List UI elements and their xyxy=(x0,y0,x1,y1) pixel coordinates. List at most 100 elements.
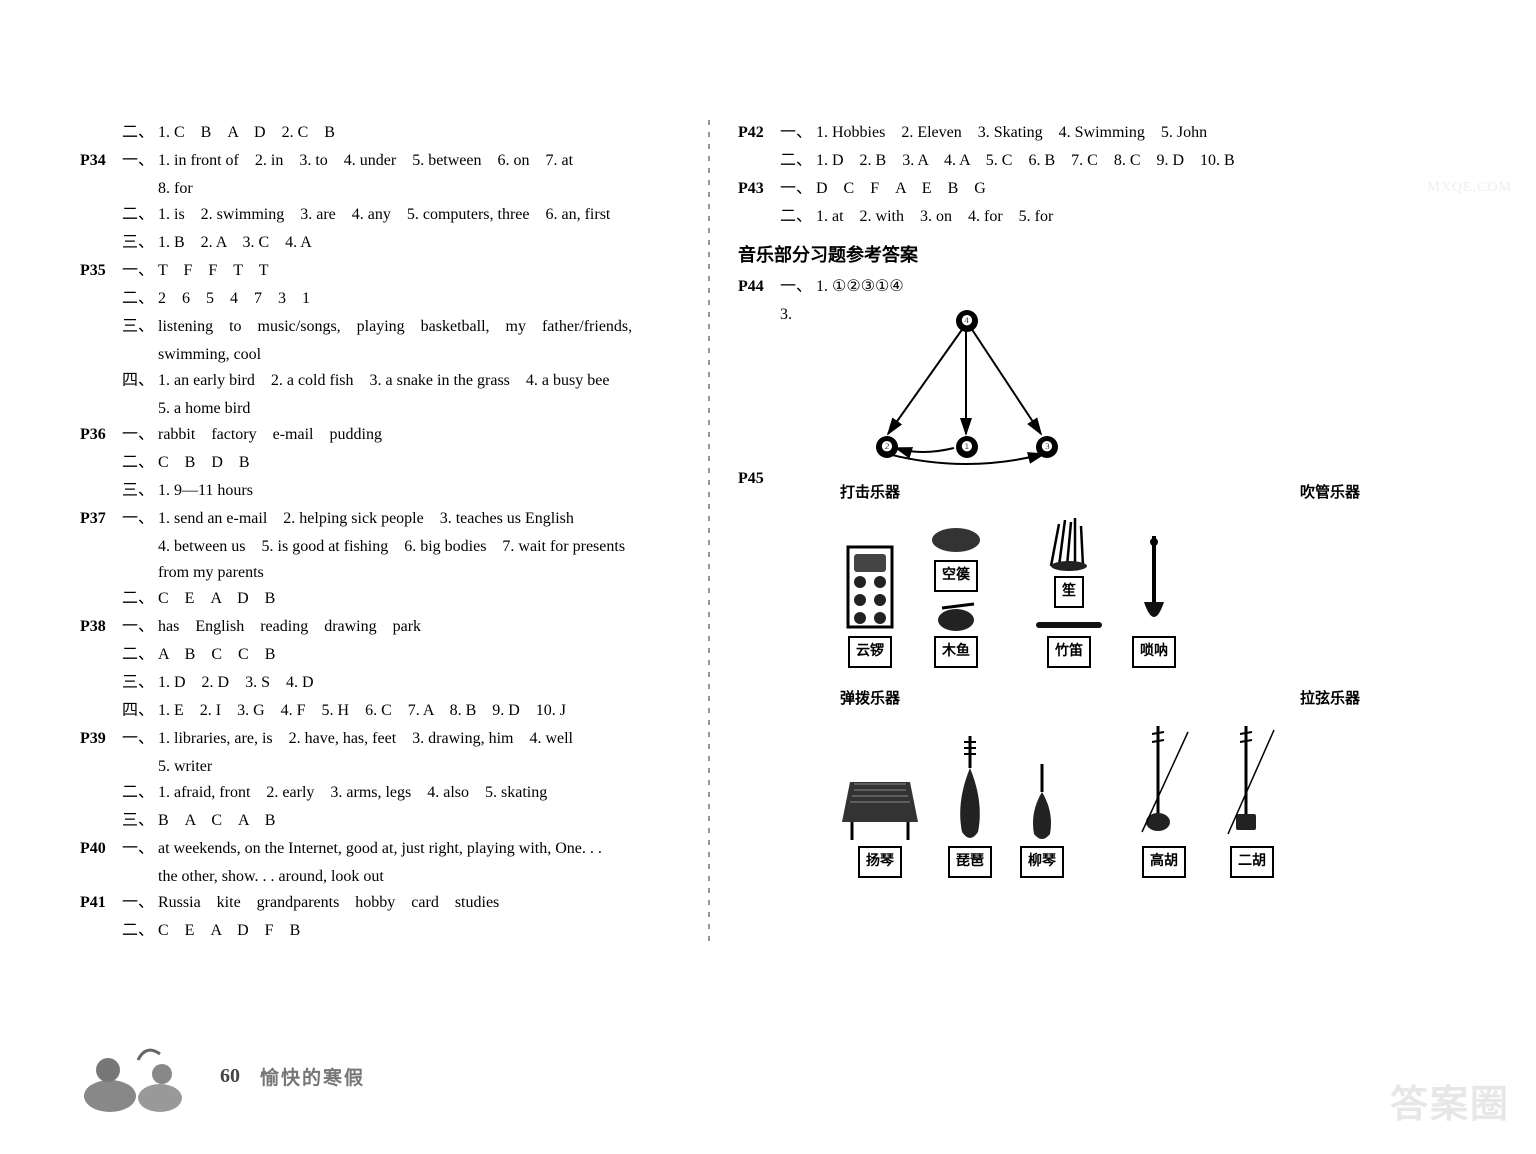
label-erhu: 二胡 xyxy=(1230,846,1274,878)
ans-line: 1. an early bird 2. a cold fish 3. a sna… xyxy=(158,368,680,394)
sect: 一、 xyxy=(780,274,816,300)
right-column: P42一、1. Hobbies 2. Eleven 3. Skating 4. … xyxy=(738,120,1478,946)
zhudi-icon xyxy=(1034,618,1104,632)
sect: 三、 xyxy=(122,314,158,340)
page-ref: P43 xyxy=(738,176,780,202)
yunluo-icon xyxy=(840,542,900,632)
yangqin-icon xyxy=(840,752,920,842)
sheng-icon xyxy=(1041,516,1097,572)
sect: 一、 xyxy=(122,148,158,174)
ans-line: listening to music/songs, playing basket… xyxy=(158,314,680,340)
page-number: 60 xyxy=(220,1065,240,1088)
ans-line: 1. afraid, front 2. early 3. arms, legs … xyxy=(158,780,680,806)
ans-line: 1. in front of 2. in 3. to 4. under 5. b… xyxy=(158,148,680,174)
sect: 四、 xyxy=(122,368,158,394)
sect: 三、 xyxy=(122,478,158,504)
label-gaohu: 高胡 xyxy=(1142,846,1186,878)
page-ref: P44 xyxy=(738,274,780,300)
q3-marker: 3. xyxy=(780,306,792,323)
ans-cont: 5. a home bird xyxy=(158,400,250,417)
column-divider xyxy=(708,120,710,946)
pipa-icon xyxy=(952,732,988,842)
label-yunluo: 云锣 xyxy=(848,636,892,668)
sect: 一、 xyxy=(122,422,158,448)
muyu-icon xyxy=(934,602,978,632)
ans-cont: from my parents xyxy=(158,564,264,581)
music-heading: 音乐部分习题参考答案 xyxy=(738,242,1478,268)
ans-cont: 8. for xyxy=(158,180,193,197)
sect: 二、 xyxy=(780,148,816,174)
footer-title: 愉快的寒假 xyxy=(260,1063,365,1090)
ans-line: 1. send an e-mail 2. helping sick people… xyxy=(158,506,680,532)
ans-line: 1. ①②③①④ xyxy=(816,274,1478,300)
label-yangqin: 扬琴 xyxy=(858,846,902,878)
cat-bowed: 拉弦乐器 xyxy=(1300,686,1360,712)
ans-line: C B D B xyxy=(158,450,680,476)
page-ref: P36 xyxy=(80,422,122,448)
label-liuqin: 柳琴 xyxy=(1020,846,1064,878)
footer-people-icon xyxy=(80,1036,200,1116)
cat-wind: 吹管乐器 xyxy=(1300,480,1360,506)
ans-line: D C F A E B G xyxy=(816,176,1478,202)
page-ref: P42 xyxy=(738,120,780,146)
left-column: 二、1. C B A D 2. C B P34一、1. in front of … xyxy=(80,120,680,946)
sect: 二、 xyxy=(780,204,816,230)
sect: 二、 xyxy=(122,450,158,476)
ans-line: rabbit factory e-mail pudding xyxy=(158,422,680,448)
ans-line: at weekends, on the Internet, good at, j… xyxy=(158,836,680,862)
page-ref: P40 xyxy=(80,836,122,862)
ans-line: 1. C B A D 2. C B xyxy=(158,120,680,146)
sect: 一、 xyxy=(122,726,158,752)
page-footer: 60 愉快的寒假 xyxy=(80,1036,365,1116)
label-zhudi: 竹笛 xyxy=(1047,636,1091,668)
ans-line: Russia kite grandparents hobby card stud… xyxy=(158,890,680,916)
sect: 一、 xyxy=(122,614,158,640)
sect: 一、 xyxy=(780,120,816,146)
ans-line: 1. libraries, are, is 2. have, has, feet… xyxy=(158,726,680,752)
ans-line: C E A D F B xyxy=(158,918,680,944)
sect: 一、 xyxy=(122,506,158,532)
ans-line: 2 6 5 4 7 3 1 xyxy=(158,286,680,312)
suona-icon xyxy=(1134,532,1174,632)
sect: 二、 xyxy=(122,586,158,612)
sect: 一、 xyxy=(122,836,158,862)
ans-line: 1. Hobbies 2. Eleven 3. Skating 4. Swimm… xyxy=(816,120,1478,146)
instruments-region: 打击乐器 吹管乐器 云锣 空篌 xyxy=(780,466,1478,878)
node-2: ❷ xyxy=(876,436,898,458)
cat-percussion: 打击乐器 xyxy=(840,480,900,506)
sect: 二、 xyxy=(122,286,158,312)
sect: 二、 xyxy=(122,120,158,146)
sect: 一、 xyxy=(122,258,158,284)
ans-line: C E A D B xyxy=(158,586,680,612)
ans-line: 1. D 2. B 3. A 4. A 5. C 6. B 7. C 8. C … xyxy=(816,148,1478,174)
page-ref: P34 xyxy=(80,148,122,174)
sect: 三、 xyxy=(122,808,158,834)
page-ref: P41 xyxy=(80,890,122,916)
sect: 二、 xyxy=(122,202,158,228)
label-konghou: 空篌 xyxy=(934,560,978,592)
ans-cont: the other, show. . . around, look out xyxy=(158,868,384,885)
ans-cont: 4. between us 5. is good at fishing 6. b… xyxy=(158,538,625,555)
sect: 二、 xyxy=(122,780,158,806)
sect: 一、 xyxy=(122,890,158,916)
watermark-url: MXQE.COM xyxy=(1427,180,1512,196)
sect: 二、 xyxy=(122,918,158,944)
page-ref: P45 xyxy=(738,466,780,492)
page-ref: P38 xyxy=(80,614,122,640)
ans-line: B A C A B xyxy=(158,808,680,834)
gaohu-icon xyxy=(1134,722,1194,842)
ans-line: T F F T T xyxy=(158,258,680,284)
ans-line: 1. 9—11 hours xyxy=(158,478,680,504)
konghou-icon xyxy=(928,524,984,556)
ans-line: A B C C B xyxy=(158,642,680,668)
ans-line: 1. is 2. swimming 3. are 4. any 5. compu… xyxy=(158,202,680,228)
ans-cont: 5. writer xyxy=(158,758,212,775)
ans-line: 1. D 2. D 3. S 4. D xyxy=(158,670,680,696)
sect: 三、 xyxy=(122,670,158,696)
label-pipa: 琵琶 xyxy=(948,846,992,878)
page-ref: P37 xyxy=(80,506,122,532)
label-sheng: 笙 xyxy=(1054,576,1084,608)
page-ref: P35 xyxy=(80,258,122,284)
node-3: ❸ xyxy=(1036,436,1058,458)
ans-line: 1. at 2. with 3. on 4. for 5. for xyxy=(816,204,1478,230)
